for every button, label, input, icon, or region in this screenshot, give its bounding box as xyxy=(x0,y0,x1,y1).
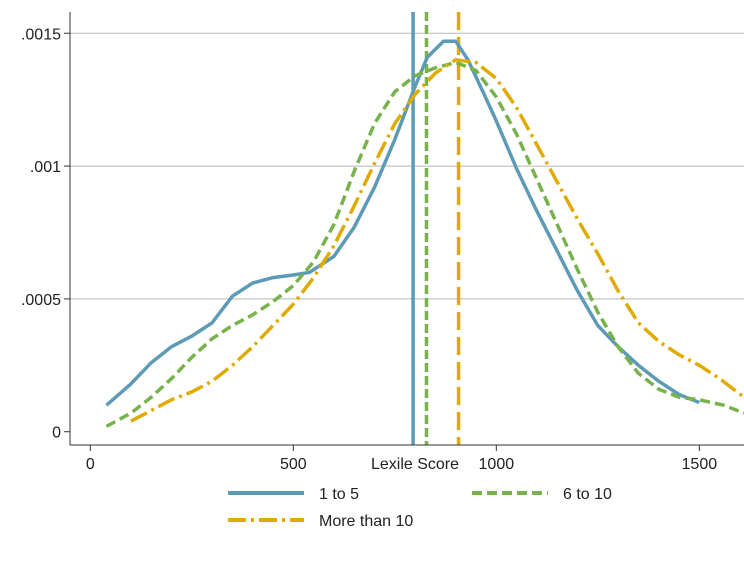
y-axis-ticks: 0 .0005 .001 .0015 xyxy=(21,26,70,442)
x-tick-label-2: 1000 xyxy=(479,456,515,473)
density-line-series-3 xyxy=(130,58,744,423)
x-axis-ticks: 0 500 1000 1500 xyxy=(86,445,717,473)
y-tick-label-2: .001 xyxy=(30,159,61,176)
legend-label-series-1: 1 to 5 xyxy=(319,486,359,503)
x-tick-label-3: 1500 xyxy=(682,456,718,473)
y-tick-label-0: 0 xyxy=(52,425,61,442)
y-tick-label-1: .0005 xyxy=(21,292,61,309)
y-tick-label-3: .0015 xyxy=(21,26,61,43)
axes xyxy=(69,12,744,446)
legend: 1 to 5 6 to 10 More than 10 xyxy=(228,486,612,530)
x-tick-label-0: 0 xyxy=(86,456,95,473)
mean-lines xyxy=(411,12,461,445)
density-curves xyxy=(105,39,744,428)
x-axis-title: Lexile Score xyxy=(371,456,459,473)
legend-label-series-3: More than 10 xyxy=(319,513,413,530)
density-line-series-2 xyxy=(105,60,744,428)
x-tick-label-1: 500 xyxy=(280,456,307,473)
legend-label-series-2: 6 to 10 xyxy=(563,486,612,503)
gridlines xyxy=(70,32,744,300)
